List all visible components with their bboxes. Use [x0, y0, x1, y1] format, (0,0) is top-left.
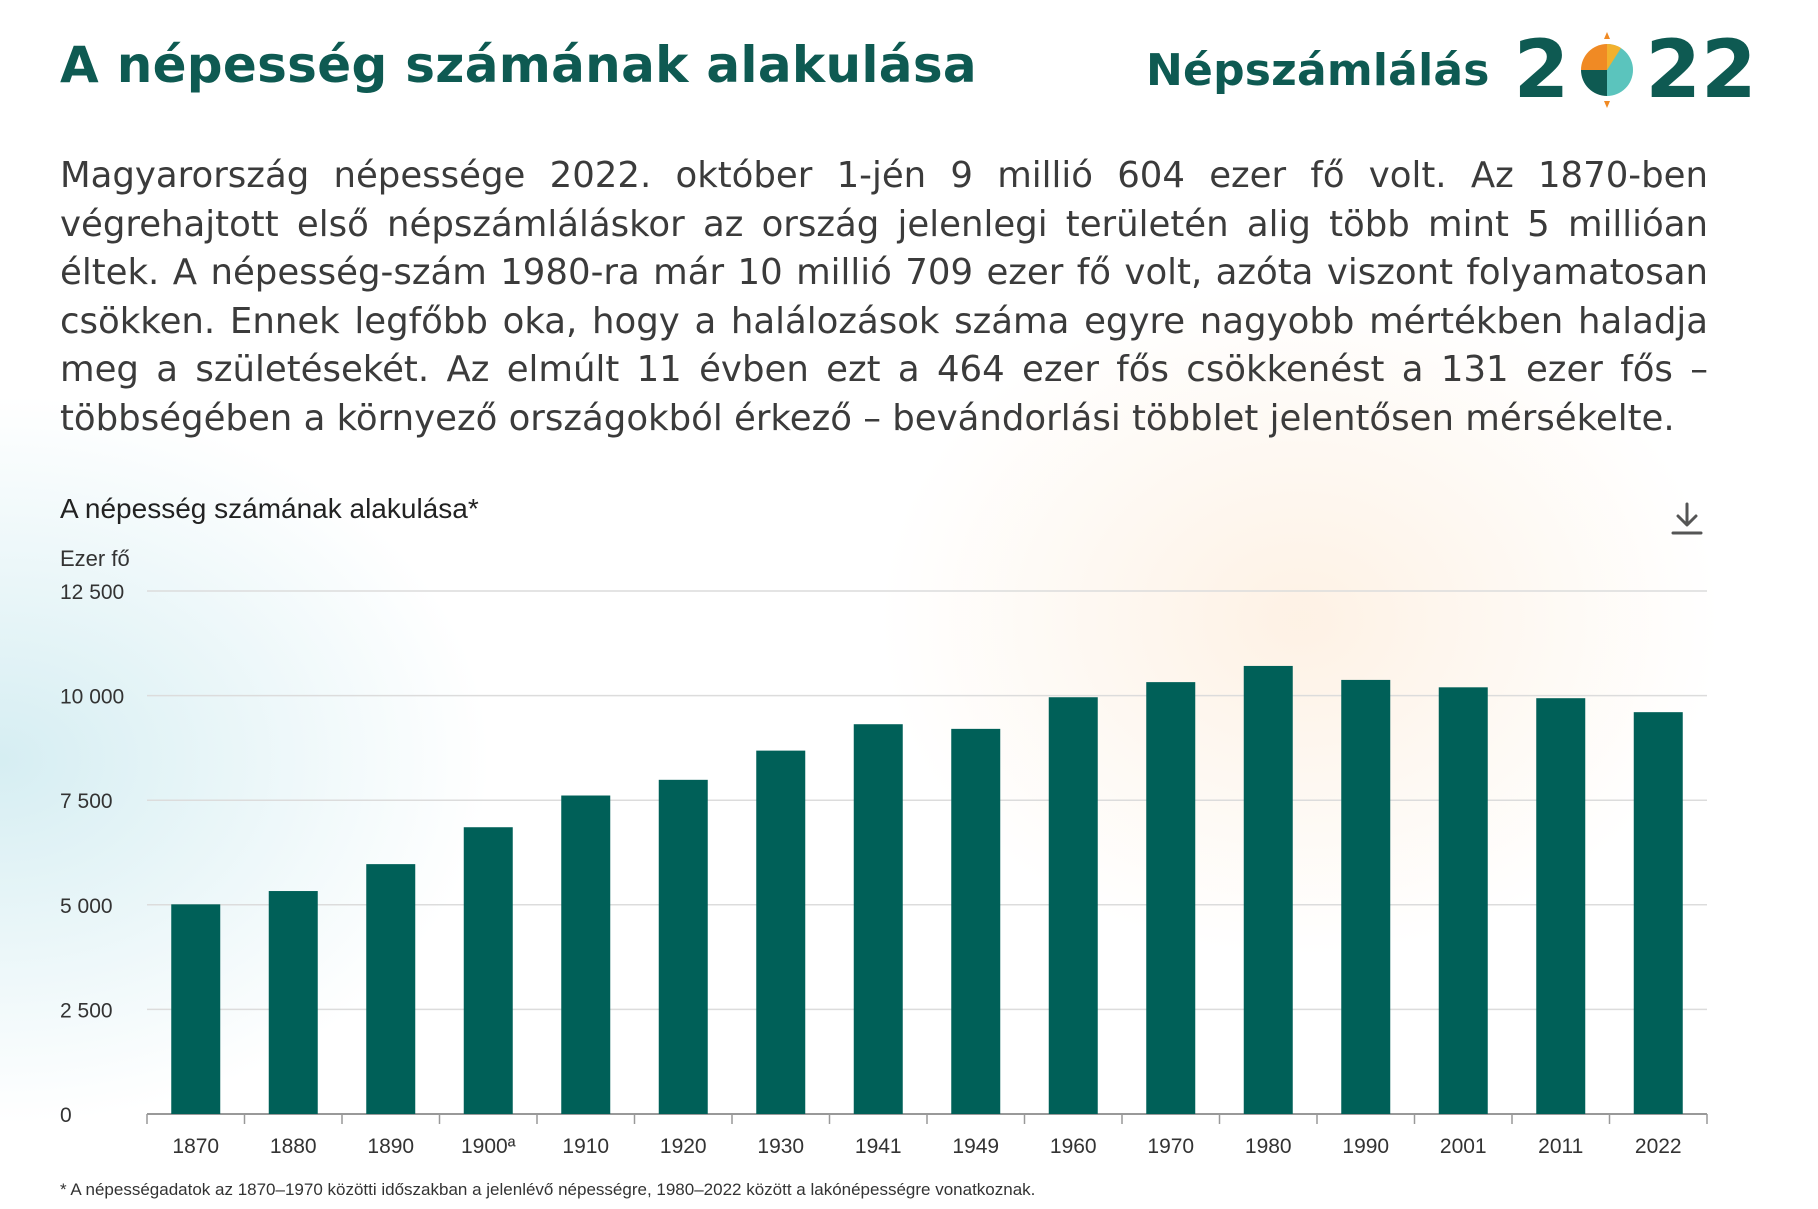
bar-1949: [951, 728, 1001, 1114]
population-bar-chart: 0 2 500 5 000 7 500 10 000 12 500 1870 1880 1890…: [60, 581, 1708, 1158]
x-tick-label: 1880: [270, 1135, 317, 1158]
bar-2001: [1438, 687, 1488, 1114]
y-tick-label: 0: [60, 1104, 72, 1127]
bar-2022: [1633, 712, 1683, 1114]
brand-name: Népszámlálás: [1146, 44, 1490, 96]
census-clock-logo-icon: [1581, 32, 1634, 108]
x-tick-label: 1900ª: [461, 1135, 516, 1158]
bar-1980: [1243, 665, 1293, 1114]
x-tick-label: 1980: [1245, 1135, 1292, 1158]
bar-1920: [658, 779, 708, 1114]
bar-1900: [463, 827, 513, 1114]
x-tick-label: 1960: [1050, 1135, 1097, 1158]
bar-1960: [1048, 697, 1098, 1114]
bar-1990: [1341, 679, 1391, 1114]
x-tick-label: 2022: [1635, 1135, 1682, 1158]
x-tick-label: 1941: [855, 1135, 902, 1158]
footnote-asterisk: * A népességadatok az 1870–1970 közötti …: [60, 1180, 1036, 1199]
bar-2011: [1536, 698, 1586, 1114]
y-axis-unit-label: Ezer fő: [60, 546, 130, 571]
x-tick-label: 1910: [562, 1135, 609, 1158]
y-tick-label: 5 000: [60, 895, 113, 918]
x-tick-label: 1949: [952, 1135, 999, 1158]
y-tick-label: 12 500: [60, 581, 124, 604]
x-tick-label: 1990: [1342, 1135, 1389, 1158]
chart-title: A népesség számának alakulása*: [60, 493, 479, 524]
bar-1941: [853, 724, 903, 1114]
bar-1870: [171, 904, 221, 1114]
brand-year-first-digit: 2: [1513, 23, 1570, 116]
bar-1880: [268, 891, 318, 1114]
census-brand-logo: Népszámlálás 2 22: [1146, 30, 1757, 110]
y-tick-label: 2 500: [60, 999, 113, 1022]
bar-1890: [366, 864, 416, 1114]
brand-year: 2 22: [1514, 30, 1757, 110]
y-tick-label: 10 000: [60, 686, 124, 709]
x-tick-label: 2011: [1538, 1135, 1583, 1158]
y-tick-label: 7 500: [60, 790, 113, 813]
x-tick-label: 1920: [660, 1135, 707, 1158]
brand-year-rest-digits: 22: [1645, 23, 1757, 116]
x-tick-label: 1870: [172, 1135, 219, 1158]
bar-1910: [561, 795, 611, 1114]
x-tick-label: 1890: [367, 1135, 414, 1158]
download-icon[interactable]: [1664, 496, 1710, 542]
bar-1930: [756, 750, 806, 1114]
bar-1970: [1146, 682, 1196, 1114]
x-tick-label: 1970: [1147, 1135, 1194, 1158]
x-tick-label: 2001: [1440, 1135, 1487, 1158]
page-title: A népesség számának alakulása: [60, 36, 977, 94]
x-tick-label: 1930: [757, 1135, 804, 1158]
intro-paragraph: Magyarország népessége 2022. október 1-j…: [60, 155, 1708, 439]
